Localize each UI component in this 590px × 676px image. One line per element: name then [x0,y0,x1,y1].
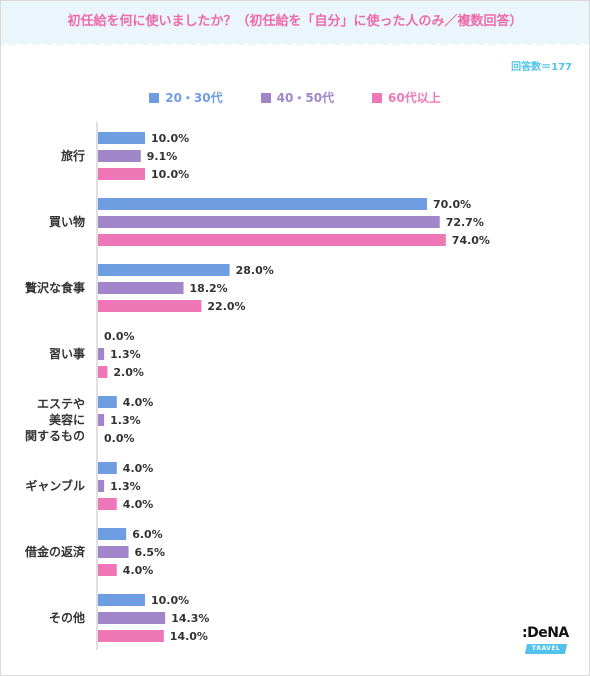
data-label: 4.0% [123,396,154,409]
data-label: 0.0% [104,432,135,445]
bar [98,150,141,162]
dena-travel-logo: :DeNA TRAVEL [522,625,574,661]
bar [98,168,145,180]
bar [98,564,117,576]
legend-swatch [149,92,160,103]
data-label: 22.0% [207,300,245,313]
legend-label: 20・30代 [165,91,223,105]
bar [98,234,446,246]
bar [98,348,105,360]
bar [98,528,127,540]
data-label: 10.0% [151,132,189,145]
logo-subtext: TRAVEL [531,645,561,652]
data-label: 1.3% [110,348,141,361]
category-label: 美容に [49,412,85,427]
legend-swatch [372,92,383,103]
category-label: 借金の返済 [24,544,86,559]
category-label: 関するもの [25,429,85,443]
legend: 20・30代 40・50代 60代以上 [0,89,590,106]
data-label: 0.0% [104,330,135,343]
data-label: 14.3% [171,612,209,625]
data-label: 9.1% [147,150,178,163]
wave-divider [1,39,589,46]
data-label: 1.3% [110,480,141,493]
data-label: 14.0% [170,630,208,643]
chart-title: 初任給を何に使いましたか？（初任給を「自分」に使った人のみ／複数回答） [67,14,523,29]
category-label: エステや [37,397,85,411]
data-label: 1.3% [110,414,141,427]
legend-label: 60代以上 [388,91,441,105]
legend-item-2: 40・50代 [260,89,335,106]
data-label: 10.0% [151,594,189,607]
bar [98,480,105,492]
respondent-count: 回答数＝177 [511,62,572,73]
bar [98,396,117,408]
logo-text: :DeNA [522,625,569,641]
bar [98,216,440,228]
data-label: 6.5% [135,546,166,559]
data-label: 6.0% [132,528,163,541]
category-label: 習い事 [49,346,85,361]
bar [98,198,427,210]
bar [98,414,105,426]
legend-swatch [260,92,271,103]
bar [98,132,145,144]
bar [98,366,108,378]
category-label: 贅沢な食事 [25,280,85,295]
data-label: 72.7% [446,216,484,229]
bar [98,264,230,276]
bar [98,612,166,624]
legend-item-3: 60代以上 [372,89,441,106]
data-label: 28.0% [236,264,274,277]
data-label: 70.0% [433,198,471,211]
category-label: 買い物 [49,214,85,229]
legend-item-1: 20・30代 [149,89,223,106]
data-label: 18.2% [190,282,228,295]
legend-label: 40・50代 [276,91,335,105]
title-band [1,1,589,39]
bar [98,498,117,510]
bar [98,546,129,558]
category-label: 旅行 [61,148,85,163]
category-label: ギャンブル [25,478,85,493]
data-label: 10.0% [151,168,189,181]
data-label: 4.0% [123,498,154,511]
data-label: 2.0% [113,366,144,379]
bar [98,300,202,312]
bar [98,282,184,294]
data-label: 4.0% [123,462,154,475]
data-label: 4.0% [123,564,154,577]
bar [98,594,145,606]
category-label: その他 [49,610,85,625]
bar [98,462,117,474]
data-label: 74.0% [452,234,490,247]
bar [98,630,164,642]
